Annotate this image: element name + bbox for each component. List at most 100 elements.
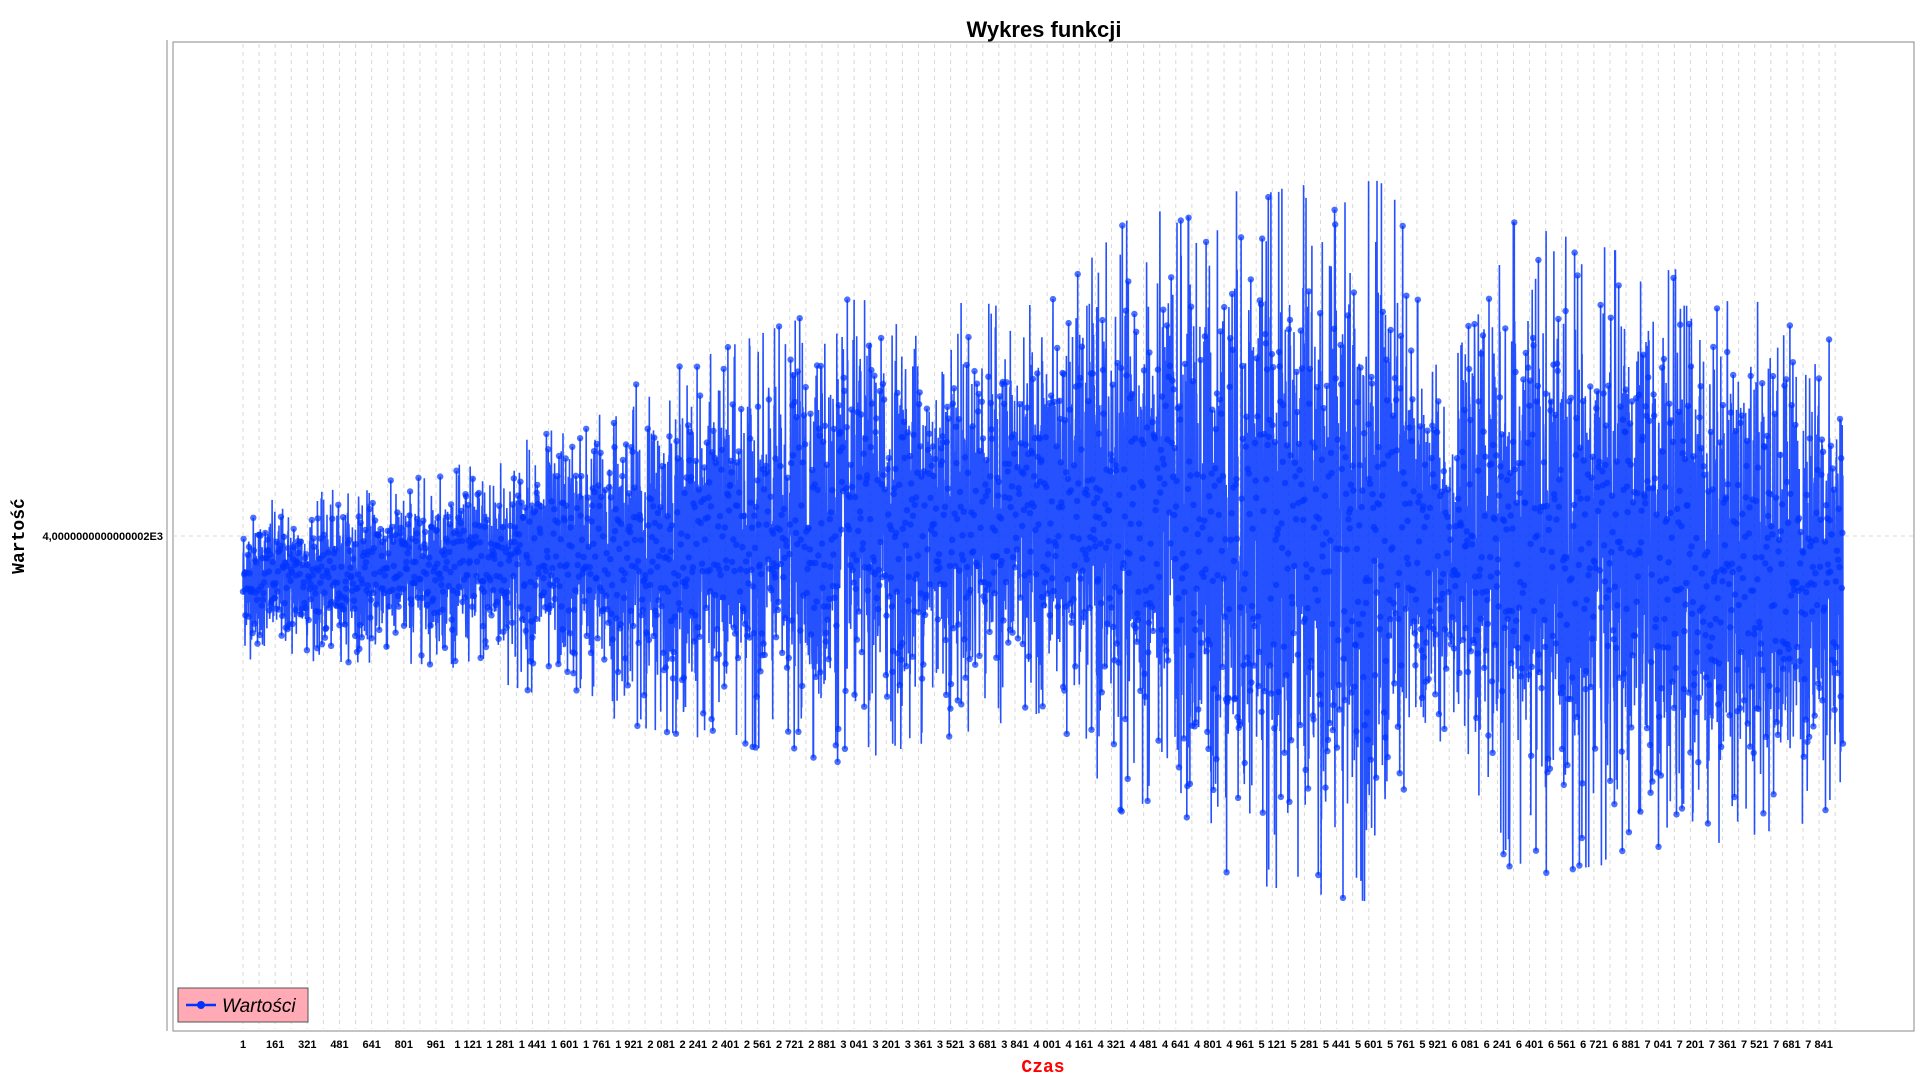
series-point [568, 543, 575, 550]
series-point [853, 636, 861, 643]
series-point [789, 452, 797, 459]
series-point [1526, 377, 1534, 384]
series-point [877, 538, 884, 546]
x-tick-label: 7 841 [1805, 1039, 1833, 1051]
series-point [883, 693, 891, 700]
x-tick-label: 5 281 [1291, 1039, 1319, 1051]
series-point [563, 502, 570, 509]
series-point [1147, 540, 1154, 547]
series-point [1589, 453, 1596, 460]
series-point [1541, 616, 1548, 624]
series-point [1354, 399, 1361, 406]
series-point [1477, 350, 1485, 357]
series-point [798, 502, 805, 509]
series-point [445, 582, 452, 590]
series-point [936, 564, 943, 571]
series-point [496, 573, 504, 580]
series-point [525, 559, 533, 567]
series-point [1043, 483, 1050, 491]
series-point [1541, 643, 1549, 650]
series-point [395, 603, 402, 610]
series-point [1288, 593, 1296, 600]
series-point [656, 523, 663, 530]
series-point [1253, 494, 1260, 501]
series-point [696, 392, 704, 399]
series-point [1390, 600, 1397, 607]
series-point [637, 536, 645, 544]
series-point [1004, 468, 1011, 475]
series-point [1158, 626, 1165, 633]
series-point [1183, 562, 1190, 570]
series-point [1512, 368, 1519, 376]
series-point [765, 396, 773, 403]
series-point [835, 725, 842, 733]
series-point [905, 597, 912, 605]
series-point [543, 547, 551, 554]
series-point [508, 619, 516, 626]
series-point [584, 494, 592, 501]
series-point [1739, 574, 1747, 582]
series-point [1032, 571, 1040, 578]
series-point [1248, 602, 1256, 609]
series-point [1161, 637, 1169, 644]
series-point [1226, 383, 1233, 390]
series-point [514, 561, 521, 568]
series-point [1070, 595, 1077, 603]
series-point [1591, 745, 1599, 752]
series-point [1480, 428, 1487, 435]
series-point [782, 537, 789, 544]
series-point [1285, 326, 1293, 333]
series-point [1829, 465, 1836, 472]
series-point [1804, 738, 1811, 746]
series-point [356, 621, 364, 629]
series-point [771, 574, 779, 581]
series-point [857, 515, 864, 522]
series-point [889, 668, 896, 675]
series-point [1690, 453, 1697, 460]
series-point [706, 479, 713, 486]
series-point [938, 458, 946, 465]
series-point [397, 530, 404, 537]
series-point [1213, 390, 1221, 397]
series-point [638, 611, 645, 619]
series-point [841, 387, 848, 394]
series-point [1274, 525, 1282, 532]
series-point [950, 385, 958, 392]
series-point [1555, 503, 1563, 510]
series-point [403, 558, 410, 566]
series-point [1546, 514, 1553, 521]
series-point [1487, 573, 1495, 580]
series-point [304, 561, 311, 569]
x-tick-label: 3 201 [873, 1039, 901, 1051]
series-point [894, 389, 901, 397]
series-point [1637, 539, 1645, 546]
x-tick-label: 4 961 [1226, 1039, 1254, 1051]
series-point [669, 655, 676, 662]
series-point [816, 432, 823, 439]
series-point [1456, 669, 1463, 677]
series-point [1161, 480, 1168, 488]
series-point [1085, 545, 1093, 552]
series-point [979, 498, 986, 505]
series-point [949, 400, 956, 407]
series-point [574, 561, 581, 569]
series-point [581, 597, 588, 605]
series-point [1762, 733, 1770, 740]
series-point [385, 550, 392, 557]
series-point [298, 611, 305, 618]
series-point [292, 606, 299, 614]
series-point [1454, 571, 1461, 579]
series-point [1029, 450, 1036, 457]
series-point [822, 638, 829, 645]
series-point [885, 454, 893, 462]
series-point [1827, 442, 1835, 449]
series-point [616, 545, 623, 552]
series-point [1011, 564, 1019, 571]
series-point [900, 434, 907, 441]
series-point [1409, 396, 1416, 403]
x-tick-label: 6 561 [1548, 1039, 1576, 1051]
series-point [1498, 431, 1505, 438]
series-point [1618, 748, 1625, 755]
series-point [576, 435, 584, 442]
series-point [519, 616, 526, 623]
